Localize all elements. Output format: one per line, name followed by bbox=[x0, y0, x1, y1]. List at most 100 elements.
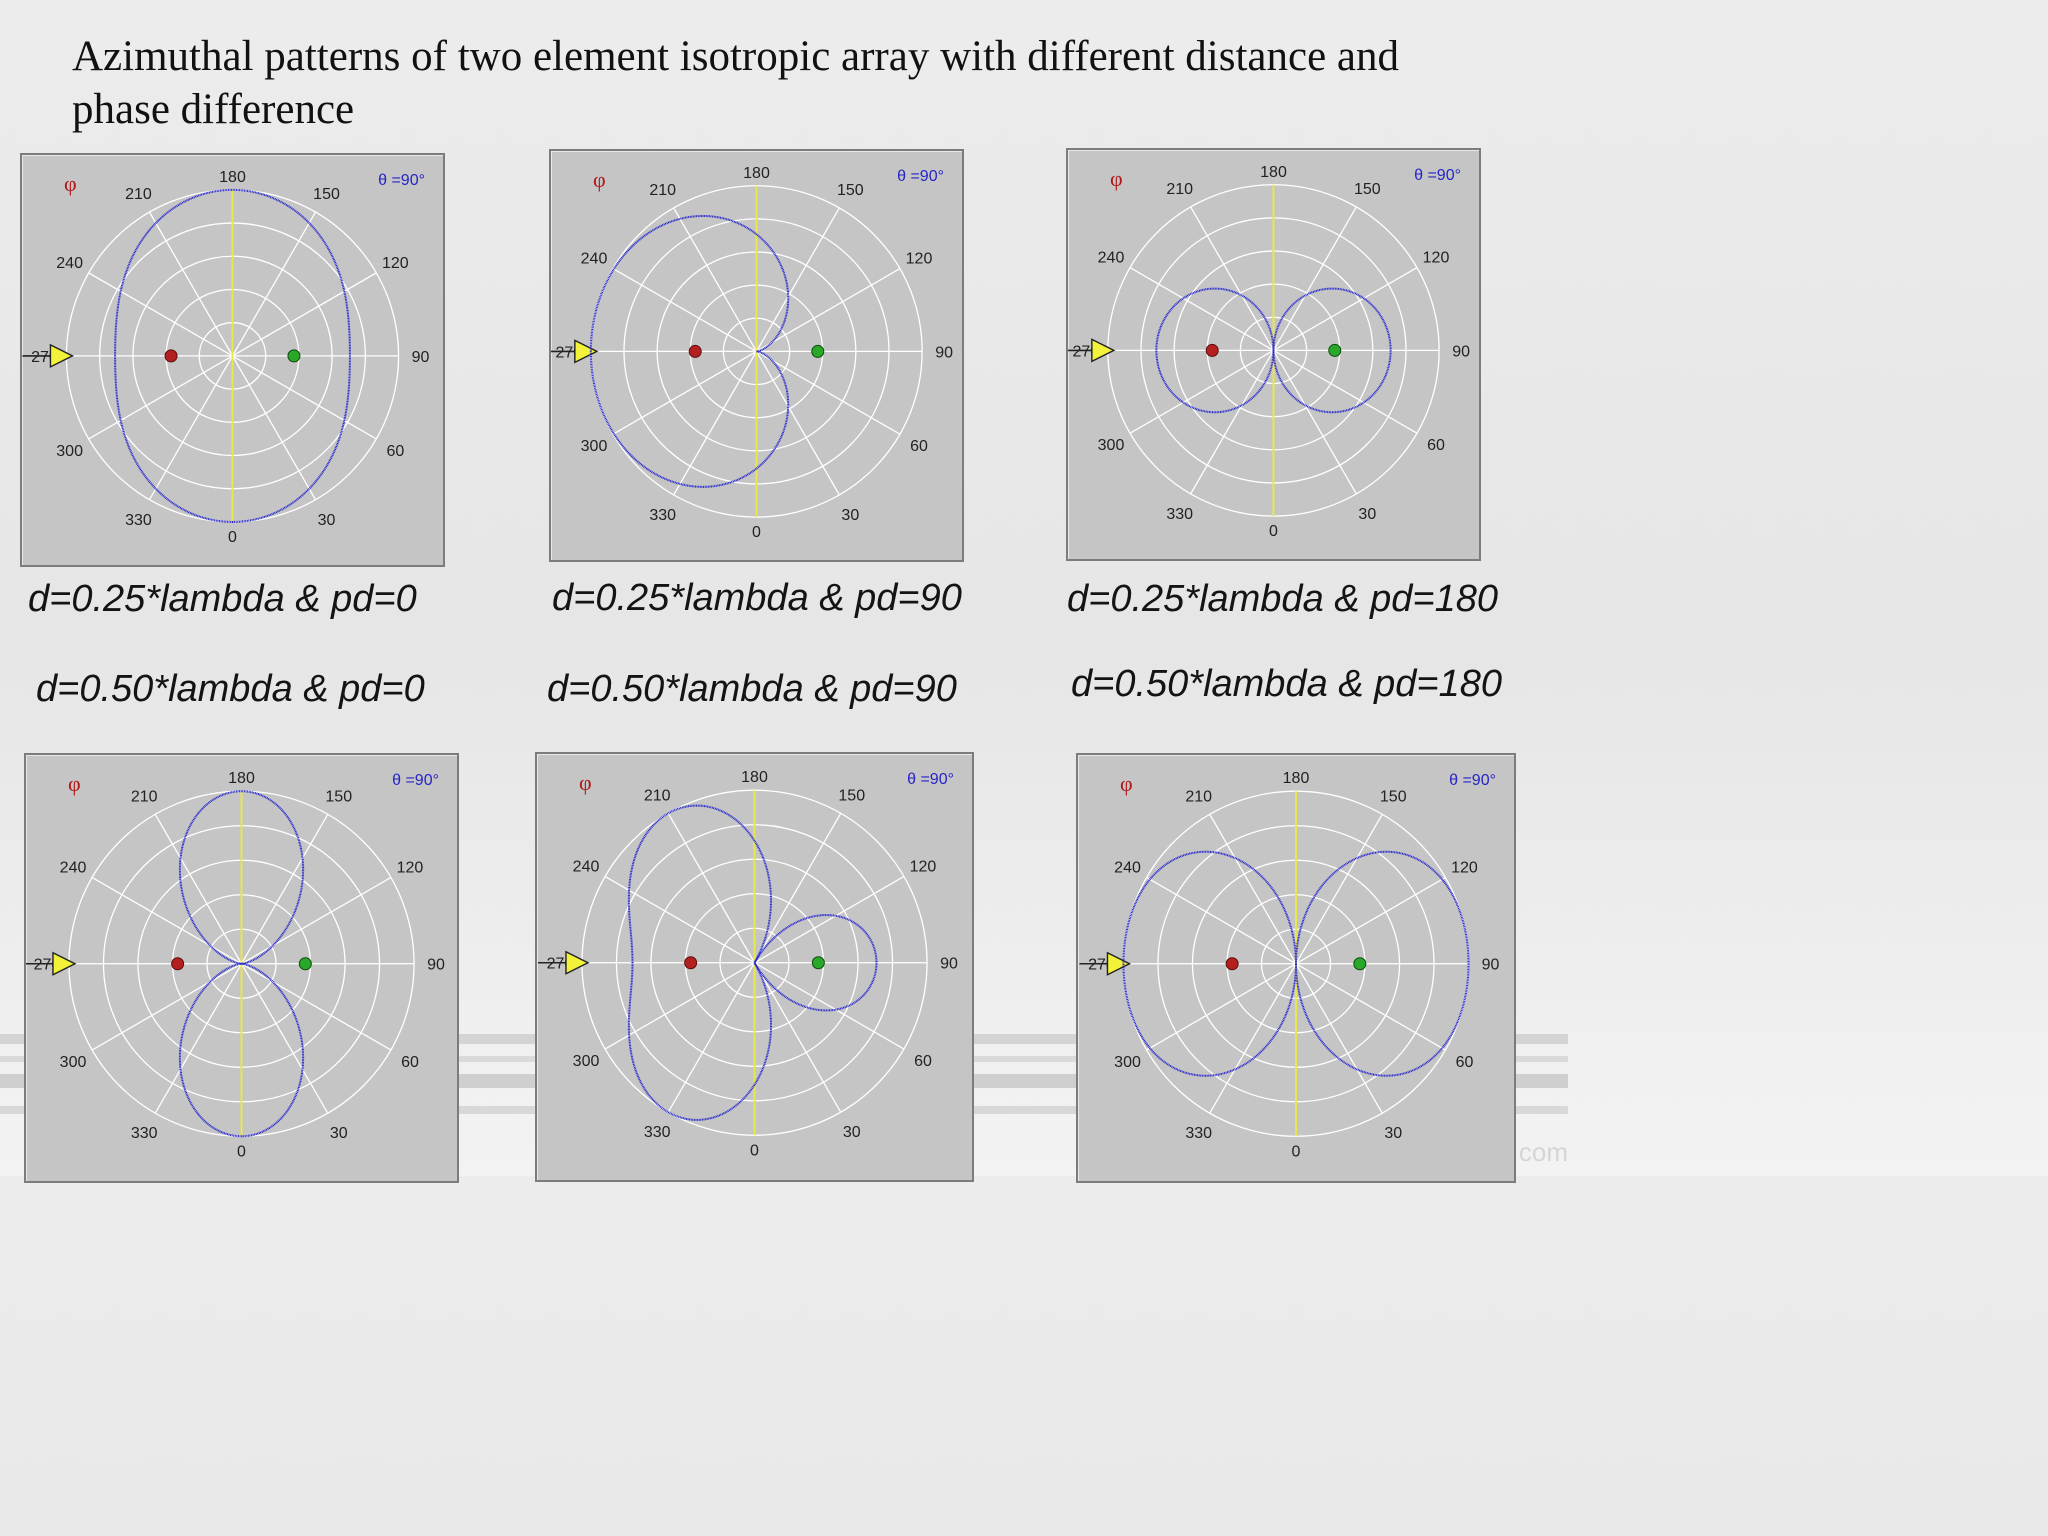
grid-spoke bbox=[1190, 350, 1275, 495]
angle-label: 210 bbox=[644, 787, 671, 804]
angle-label: 120 bbox=[382, 255, 409, 272]
direction-arrow-icon bbox=[1106, 951, 1132, 976]
polar-chart-2: 0 30 60 90 120 150 180 210 240 270 300 330 φ θ =90° bbox=[549, 149, 964, 562]
angle-label: 120 bbox=[1423, 250, 1450, 267]
angle-label: 90 bbox=[1452, 343, 1470, 360]
grid-spoke bbox=[1209, 963, 1297, 1114]
grid-spoke bbox=[1129, 267, 1274, 351]
angle-label: 210 bbox=[125, 186, 152, 203]
phi-symbol: φ bbox=[1110, 166, 1123, 191]
caption-2: d=0.25*lambda & pd=90 bbox=[552, 577, 962, 619]
element-dot-green bbox=[1353, 957, 1367, 971]
watermark-text: com bbox=[1518, 1137, 1568, 1167]
grid-spoke bbox=[1129, 349, 1274, 434]
grid-spoke bbox=[91, 963, 242, 1051]
phi-symbol: φ bbox=[593, 167, 606, 192]
grid-spoke bbox=[756, 350, 901, 435]
grid-spoke bbox=[604, 962, 755, 1050]
angle-label: 300 bbox=[1098, 437, 1125, 454]
radiation-pattern-curve bbox=[627, 804, 878, 1121]
grid-spoke bbox=[753, 812, 842, 964]
angle-label: 0 bbox=[237, 1143, 246, 1160]
grid-spoke bbox=[604, 875, 755, 964]
radiation-pattern-curve bbox=[178, 790, 305, 1138]
grid-spoke bbox=[1190, 206, 1275, 351]
angle-label: 90 bbox=[940, 956, 958, 973]
radiation-pattern-curve bbox=[114, 188, 351, 523]
grid-spoke bbox=[240, 963, 329, 1114]
angle-label: 180 bbox=[219, 169, 246, 186]
grid-spoke bbox=[1273, 349, 1418, 434]
theta-label: θ =90° bbox=[378, 172, 425, 189]
element-dot-red bbox=[684, 956, 698, 970]
element-dot-red bbox=[164, 349, 178, 363]
angle-label: 30 bbox=[318, 512, 336, 529]
angle-label: 330 bbox=[125, 512, 152, 529]
radiation-pattern-curve bbox=[1155, 287, 1392, 414]
page-title: Azimuthal patterns of two element isotro… bbox=[72, 33, 1399, 133]
direction-arrow-icon bbox=[565, 950, 590, 975]
element-dot-green bbox=[811, 956, 825, 970]
grid-spoke bbox=[241, 876, 392, 965]
phi-symbol: φ bbox=[1120, 771, 1133, 796]
polar-chart-1: 0 30 60 90 120 150 180 210 240 270 300 330 φ θ =90° bbox=[20, 153, 445, 567]
angle-label: 300 bbox=[581, 438, 608, 455]
angle-label: 30 bbox=[1384, 1125, 1402, 1142]
angle-label: 240 bbox=[56, 255, 83, 272]
angle-label: 150 bbox=[313, 186, 340, 203]
grid-spoke bbox=[241, 963, 392, 1051]
theta-label: θ =90° bbox=[907, 771, 954, 788]
grid-spoke bbox=[154, 813, 243, 965]
grid-spoke bbox=[154, 963, 243, 1114]
element-dot-red bbox=[171, 957, 185, 971]
grid-spoke bbox=[1295, 813, 1383, 965]
angle-label: 30 bbox=[841, 507, 859, 524]
grid-spoke bbox=[231, 355, 317, 501]
angle-label: 60 bbox=[910, 438, 928, 455]
angle-label: 60 bbox=[386, 443, 404, 460]
angle-label: 180 bbox=[743, 165, 770, 182]
direction-arrow-icon bbox=[52, 951, 77, 976]
angle-label: 60 bbox=[1427, 437, 1445, 454]
angle-label: 0 bbox=[752, 524, 761, 541]
element-dot-green bbox=[298, 957, 312, 971]
grid-spoke bbox=[148, 211, 234, 357]
angle-label: 60 bbox=[914, 1053, 932, 1070]
angle-label: 240 bbox=[1098, 250, 1125, 267]
element-dot-red bbox=[688, 344, 702, 358]
theta-label: θ =90° bbox=[1414, 167, 1461, 184]
grid-spoke bbox=[673, 207, 758, 352]
angle-label: 90 bbox=[427, 957, 445, 974]
angle-label: 0 bbox=[1269, 523, 1278, 540]
grid-spoke bbox=[1273, 267, 1418, 351]
theta-label: θ =90° bbox=[1449, 772, 1496, 789]
direction-arrow-icon bbox=[1091, 338, 1116, 363]
angle-label: 300 bbox=[573, 1053, 600, 1070]
grid-spoke bbox=[232, 355, 377, 440]
polar-chart-6: 0 30 60 90 120 150 180 210 240 270 300 330 φ θ =90° bbox=[1076, 753, 1516, 1183]
grid-spoke bbox=[667, 962, 756, 1113]
angle-label: 120 bbox=[906, 251, 933, 268]
angle-label: 90 bbox=[1482, 957, 1500, 974]
polar-chart-3: 0 30 60 90 120 150 180 210 240 270 300 330 φ θ =90° bbox=[1066, 148, 1481, 561]
angle-label: 330 bbox=[1166, 506, 1193, 523]
angle-label: 0 bbox=[1292, 1143, 1301, 1160]
angle-label: 120 bbox=[910, 858, 937, 875]
caption-6: d=0.50*lambda & pd=180 bbox=[1071, 663, 1503, 705]
grid-spoke bbox=[755, 207, 840, 352]
angle-label: 30 bbox=[330, 1125, 348, 1142]
phi-symbol: φ bbox=[64, 171, 77, 196]
direction-arrow-icon bbox=[49, 343, 75, 369]
angle-label: 210 bbox=[1185, 788, 1212, 805]
angle-label: 300 bbox=[1114, 1054, 1141, 1071]
grid-spoke bbox=[756, 268, 901, 352]
grid-spoke bbox=[667, 812, 756, 964]
polar-chart-4: 0 30 60 90 120 150 180 210 240 270 300 330 φ θ =90° bbox=[24, 753, 459, 1183]
angle-label: 90 bbox=[412, 349, 430, 366]
angle-label: 240 bbox=[581, 251, 608, 268]
